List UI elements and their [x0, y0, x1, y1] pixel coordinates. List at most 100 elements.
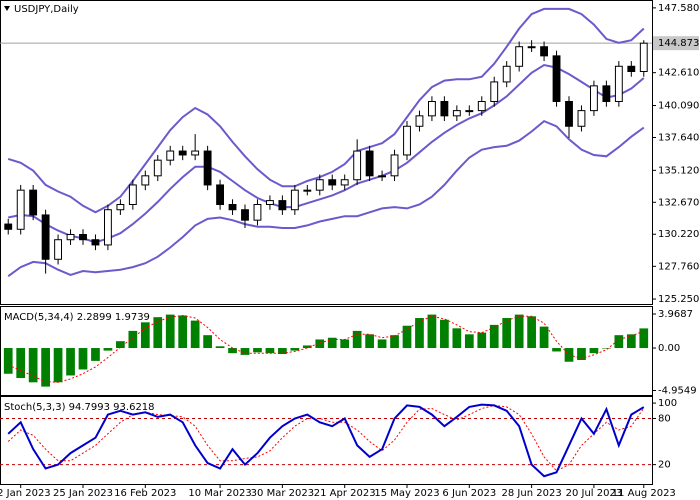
x-tick-label: 30 Mar 2023	[251, 488, 314, 499]
macd-bar	[340, 339, 350, 349]
macd-bar	[41, 348, 50, 387]
macd-bar	[464, 334, 474, 349]
y-tick-label: -4.9549	[658, 385, 697, 396]
y-tick-label: 137.640	[658, 132, 699, 143]
macd-bar	[390, 335, 399, 349]
candle-body	[290, 189, 299, 211]
macd-bar	[66, 348, 75, 376]
macd-bar	[440, 319, 449, 349]
x-tick-label: 11 Aug 2023	[612, 488, 676, 499]
macd-bar	[203, 335, 212, 349]
candle-body	[527, 46, 536, 49]
y-tick-label: 3.9687	[658, 309, 693, 320]
macd-bar	[265, 348, 275, 354]
candle-body	[178, 150, 187, 156]
candle-body	[116, 204, 125, 211]
candle-body	[427, 100, 436, 117]
candle-body	[502, 65, 511, 83]
macd-bar	[639, 328, 649, 349]
candle-body	[216, 184, 225, 206]
last-price-box	[653, 36, 699, 51]
y-tick-label: 100	[658, 398, 677, 409]
macd-bar	[116, 341, 125, 349]
y-tick-label: 0.00	[658, 343, 680, 354]
candle-body	[465, 110, 474, 113]
macd-bar	[539, 326, 549, 349]
chart-title: USDJPY,Daily	[14, 4, 79, 15]
candle-body	[552, 55, 561, 102]
y-tick-label: 140.090	[658, 101, 699, 112]
candle-body	[191, 150, 200, 156]
candle-body	[41, 214, 50, 260]
panel-frame	[0, 306, 653, 396]
x-tick-label: 15 May 2023	[374, 488, 439, 499]
candle-body	[328, 179, 337, 186]
x-tick-label: 10 Mar 2023	[188, 488, 251, 499]
x-tick-label: 21 Apr 2023	[314, 488, 376, 499]
macd-bar	[527, 316, 536, 349]
macd-bar	[91, 348, 100, 361]
candle-body	[54, 239, 63, 260]
macd-signal-line	[8, 314, 644, 383]
candle-body	[639, 42, 648, 73]
last-price-label: 144.873	[658, 38, 699, 49]
macd-bar	[352, 330, 362, 349]
candle-body	[353, 150, 362, 181]
macd-bar	[190, 320, 200, 349]
candle-body	[602, 85, 611, 102]
x-tick-label: 12 Jan 2023	[0, 488, 51, 499]
candle-body	[477, 100, 486, 112]
candle-body	[128, 184, 137, 206]
bollinger-band	[7, 119, 645, 278]
candle-body	[577, 110, 586, 127]
candle-body	[166, 150, 175, 161]
x-tick-label: 16 Feb 2023	[114, 488, 176, 499]
panel-frame	[0, 396, 653, 485]
macd-bar	[315, 339, 325, 349]
panel-frame	[0, 0, 653, 305]
macd-bar	[502, 318, 512, 349]
stoch-signal-line	[7, 404, 645, 472]
macd-title: MACD(5,34,4) 2.2899 1.9739	[4, 312, 150, 323]
macd-bar	[215, 346, 225, 349]
macd-bar	[228, 348, 237, 354]
candle-body	[340, 179, 349, 186]
x-tick-label: 28 Jun 2023	[502, 488, 562, 499]
macd-bar	[626, 334, 636, 349]
stoch-main-line	[7, 403, 645, 478]
candle-body	[440, 100, 449, 117]
macd-bar	[16, 348, 26, 379]
candle-body	[490, 81, 499, 102]
macd-bar	[78, 348, 88, 370]
macd-bar	[377, 339, 387, 349]
title-marker	[4, 6, 10, 11]
candle-body	[515, 46, 524, 67]
macd-bar	[290, 348, 300, 351]
y-tick-label: 20	[658, 460, 671, 471]
candle-body	[614, 65, 623, 102]
candle-body	[203, 150, 212, 186]
macd-bar	[514, 314, 524, 349]
y-tick-label: 147.580	[658, 3, 699, 14]
candle-body	[228, 204, 237, 211]
candle-body	[79, 233, 87, 241]
y-tick-label: 127.760	[658, 261, 699, 272]
macd-bar	[28, 348, 38, 383]
y-tick-label: 135.120	[658, 165, 699, 176]
macd-bar	[253, 348, 262, 353]
candle-body	[265, 200, 274, 206]
macd-bar	[278, 348, 287, 355]
macd-bar	[415, 318, 424, 349]
candle-body	[303, 189, 312, 192]
macd-bar	[165, 314, 175, 349]
candle-body	[365, 150, 374, 177]
candle-body	[103, 209, 112, 246]
x-tick-label: 25 Jan 2023	[53, 488, 113, 499]
y-tick-label: 132.670	[658, 197, 699, 208]
macd-bar	[427, 314, 437, 349]
x-tick-label: 6 Jun 2023	[442, 488, 496, 499]
candle-body	[66, 233, 75, 241]
candle-body	[415, 115, 424, 127]
macd-bar	[140, 322, 150, 349]
